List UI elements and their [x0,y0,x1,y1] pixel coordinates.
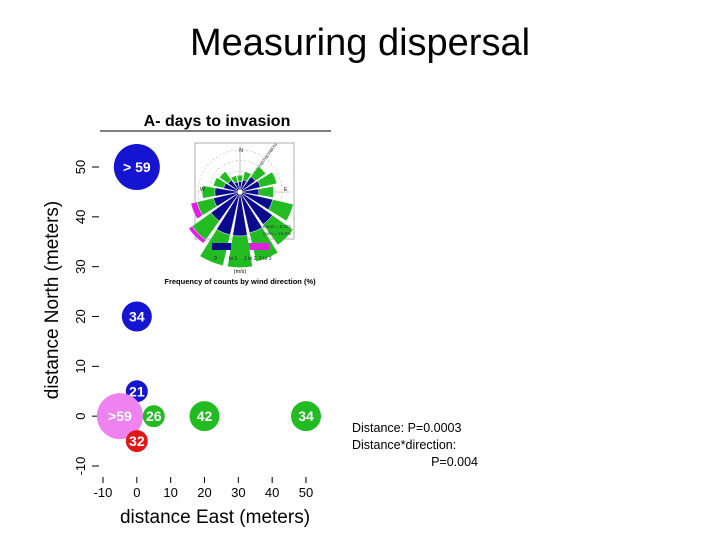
legend-swatch [231,243,250,250]
y-tick-label: 10 [73,359,88,373]
x-tick-label: 30 [231,485,245,500]
data-point: 42 [189,401,220,432]
inset-caption: Frequency of counts by wind direction (%… [164,277,316,286]
plot-axes: A- days to invasion -10 0 10 20 30 40 50 distanc… [42,113,331,528]
x-axis-label: distance East (meters) [120,507,310,528]
rose-sector [227,235,253,268]
point-label: >59 [108,408,132,424]
y-tick-label: 50 [73,160,88,174]
y-tick-label: 40 [73,210,88,224]
point-marker [189,401,220,432]
y-tick-label: 0 [73,413,88,420]
chart-title: A- days to invasion [144,113,291,130]
point-marker [125,430,148,453]
point-marker [142,405,165,428]
point-label: 42 [197,408,213,424]
data-point: 32 [125,430,148,453]
x-tick-label: -10 [94,485,113,500]
data-point: 26 [142,405,165,428]
rose-sector [213,177,227,189]
rose-ring-label: 20% [259,155,268,165]
rose-sector [258,186,274,198]
x-tick-label: 40 [265,485,279,500]
compass-west: W [200,187,205,193]
slide-title: Measuring dispersal [189,22,531,64]
data-point: > 59 [113,144,160,190]
legend-tick: 2 to 3 [259,256,272,262]
point-label: 34 [129,309,145,325]
rose-sector [262,214,294,246]
legend-tick: 1 to 2 [244,256,257,262]
rose-sector [268,199,294,222]
compass-east: E [284,187,288,193]
data-point: 34 [291,401,321,432]
plot-points: > 59 34 21 >59 26 42 34 32 [96,144,321,453]
rose-sector [188,225,207,244]
stats-interaction-label: Distance*direction: [352,438,457,452]
point-label: 32 [129,433,145,449]
data-point: >59 [96,393,143,440]
rose-sector [242,171,252,182]
rose-ring-label: 30% [269,142,278,152]
rose-sector [219,171,232,184]
rose-sector [202,185,216,199]
rose-sector [250,166,266,182]
legend-tick: to 1 [229,256,238,262]
stats-annotation: Distance: P=0.0003 Distance*direction: P… [352,420,478,471]
rose-mean: mean = 0.331 [263,224,292,229]
legend-swatch [250,243,269,250]
stats-distance: Distance: P=0.0003 [352,421,462,435]
point-marker [113,144,160,190]
point-label: > 59 [123,159,151,175]
legend-tick: 0 [214,256,217,262]
legend-swatch [212,243,231,250]
point-label: 21 [129,383,145,399]
rose-ring-label: 15% [255,161,264,171]
point-marker [121,301,152,332]
stats-interaction-p: P=0.004 [431,455,478,469]
x-tick-label: 50 [299,485,313,500]
point-marker [96,393,143,440]
rose-sector [236,175,244,182]
rose-calm: calm = 16.6% [263,231,291,236]
y-tick-label: -10 [73,457,88,476]
rose-ring-label: 25% [264,148,273,158]
point-marker [291,401,321,432]
y-axis-label: distance North (meters) [42,201,63,400]
rose-sector [190,201,203,219]
y-tick-label: 20 [73,309,88,323]
rose-sector [230,175,238,184]
x-tick-label: 10 [163,485,177,500]
rose-sector [257,171,278,188]
rose-center [236,188,244,196]
x-tick-label: 20 [197,485,211,500]
legend-units: (m/s) [234,269,247,275]
compass-north: N [239,148,243,154]
data-point: 34 [121,301,152,332]
y-tick-label: 30 [73,259,88,273]
point-label: 34 [298,408,314,424]
x-tick-label: 0 [133,485,140,500]
point-label: 26 [146,408,162,424]
